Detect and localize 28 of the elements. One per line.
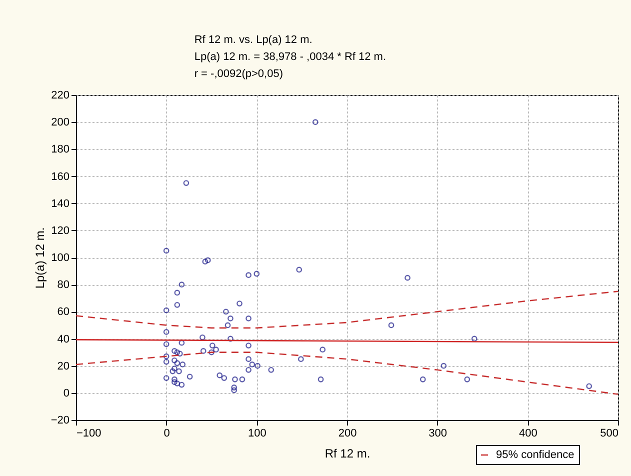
y-tick-label: 180: [51, 144, 70, 156]
y-tick-label: −20: [50, 414, 70, 426]
x-tick-label: 100: [248, 428, 266, 440]
y-tick-label: 60: [57, 306, 70, 318]
text: Lp(a) 12 m. = 38,978 - ,0034 * Rf 12 m.: [194, 51, 386, 63]
x-tick-label: 500: [600, 428, 618, 440]
x-tick-label: −100: [76, 428, 102, 440]
text: r = -,0092(p>0,05): [194, 68, 284, 80]
line-series: [75, 290, 619, 329]
x-tick-label: 0: [164, 428, 170, 440]
y-tick-label: 160: [51, 170, 70, 183]
x-tick-label: 300: [428, 428, 448, 440]
y-tick-label: 100: [51, 252, 70, 264]
y-tick-label: 120: [51, 224, 70, 237]
y-tick-label: 140: [51, 198, 70, 210]
y-tick-label: 80: [57, 279, 70, 292]
y-tick-label: 20: [57, 360, 70, 372]
x-tick-label: 400: [518, 428, 538, 440]
chart-title: Rf 12 m. vs. Lp(a) 12 m.: [194, 34, 312, 46]
y-tick-label: 0: [63, 387, 70, 400]
y-tick-label: 200: [51, 116, 70, 129]
x-axis-title: Rf 12 m.: [324, 446, 370, 460]
line-series: [75, 352, 619, 395]
x-tick-label: 200: [338, 428, 357, 440]
legend-label: 95% confidence: [496, 449, 574, 461]
y-tick-label: 220: [51, 90, 70, 102]
y-tick-label: 40: [57, 333, 70, 346]
y-axis-title: Lp(a) 12 m.: [32, 227, 47, 289]
